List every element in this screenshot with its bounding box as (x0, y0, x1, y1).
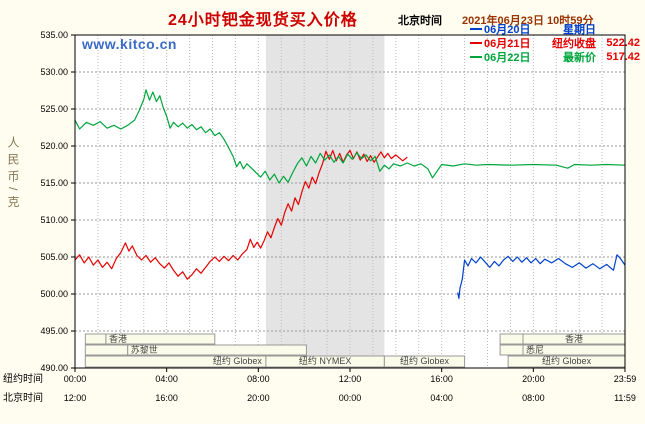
nymex-session-band (265, 35, 385, 368)
legend: 06月20日 星期日 06月21日 纽约收盘 522.42 06月22日 最新价 517.42 (470, 22, 640, 64)
legend-line-swatch (470, 42, 482, 44)
session-label: 纽约 Globex (213, 355, 263, 366)
legend-date: 06月20日 (484, 24, 531, 36)
page-title: 24小时钯金现货买入价格 (168, 12, 358, 29)
bj-time-tick: 20:00 (247, 393, 270, 403)
session-label: 纽约 NYMEX (299, 355, 352, 366)
y-axis-title: 人民币/克 (6, 136, 20, 213)
legend-value: 517.42 (606, 51, 640, 63)
legend-label: 纽约收盘 (552, 38, 596, 50)
session-box (84, 333, 107, 345)
y-axis-tick-label: 515.00 (40, 178, 68, 188)
legend-date: 06月22日 (484, 52, 531, 64)
y-axis-tick-label: 535.00 (40, 30, 68, 40)
session-box (499, 333, 524, 345)
ny-time-tick: 23:59 (613, 374, 637, 384)
legend-item: 06月20日 星期日 (470, 22, 640, 36)
bj-time-row-label: 北京时间 (3, 393, 43, 404)
y-axis-tick-label: 520.00 (40, 141, 68, 151)
y-axis-tick-label: 510.00 (40, 215, 68, 225)
session-box (105, 333, 216, 345)
session-label: 纽约 Globex (400, 355, 450, 366)
session-box (383, 355, 466, 368)
legend-label: 最新价 (563, 52, 596, 64)
series-line-0 (457, 254, 626, 299)
legend-line-swatch (470, 56, 482, 58)
legend-item: 06月21日 纽约收盘 522.42 (470, 36, 640, 50)
session-box (499, 344, 524, 356)
bj-time-tick: 12:00 (63, 393, 87, 403)
legend-line-swatch (470, 28, 482, 30)
bj-time-tick: 08:00 (522, 393, 545, 403)
legend-date: 06月21日 (484, 38, 531, 50)
session-label: 香港 (565, 333, 583, 344)
beijing-time-value: 2021年06月23日 10时59分 (462, 15, 594, 27)
y-axis-tick-label: 505.00 (40, 252, 68, 262)
bj-time-tick: 16:00 (155, 393, 178, 403)
ny-time-tick: 00:00 (63, 374, 87, 384)
kitco-watermark: www.kitco.cn (82, 36, 177, 52)
y-axis-tick-label: 525.00 (40, 104, 68, 114)
legend-item: 06月22日 最新价 517.42 (470, 50, 640, 64)
y-axis-tick-label: 500.00 (40, 289, 68, 299)
session-label: 悉尼 (526, 344, 544, 355)
ny-time-tick: 20:00 (522, 374, 545, 384)
session-box (127, 344, 307, 356)
legend-value: 522.42 (606, 37, 640, 49)
ny-time-tick: 08:00 (247, 374, 270, 384)
session-label: 纽约 Globex (542, 355, 592, 366)
ny-time-tick: 16:00 (430, 374, 453, 384)
ny-time-tick: 12:00 (338, 374, 362, 384)
session-label: 香港 (109, 333, 127, 344)
bj-time-tick: 00:00 (338, 393, 362, 403)
ny-time-tick: 04:00 (155, 374, 178, 384)
legend-label: 星期日 (563, 24, 596, 36)
beijing-time-label: 北京时间 (398, 15, 442, 27)
y-axis-tick-label: 530.00 (40, 67, 68, 77)
series-line-2 (74, 89, 626, 184)
ny-time-row-label: 纽约时间 (3, 374, 43, 385)
y-axis-tick-label: 495.00 (40, 326, 68, 336)
y-axis-tick-label: 490.00 (40, 363, 68, 373)
session-label: 苏黎世 (131, 344, 158, 355)
bj-time-tick: 11:59 (614, 393, 636, 403)
bj-time-tick: 04:00 (430, 393, 453, 403)
session-box (84, 344, 129, 356)
